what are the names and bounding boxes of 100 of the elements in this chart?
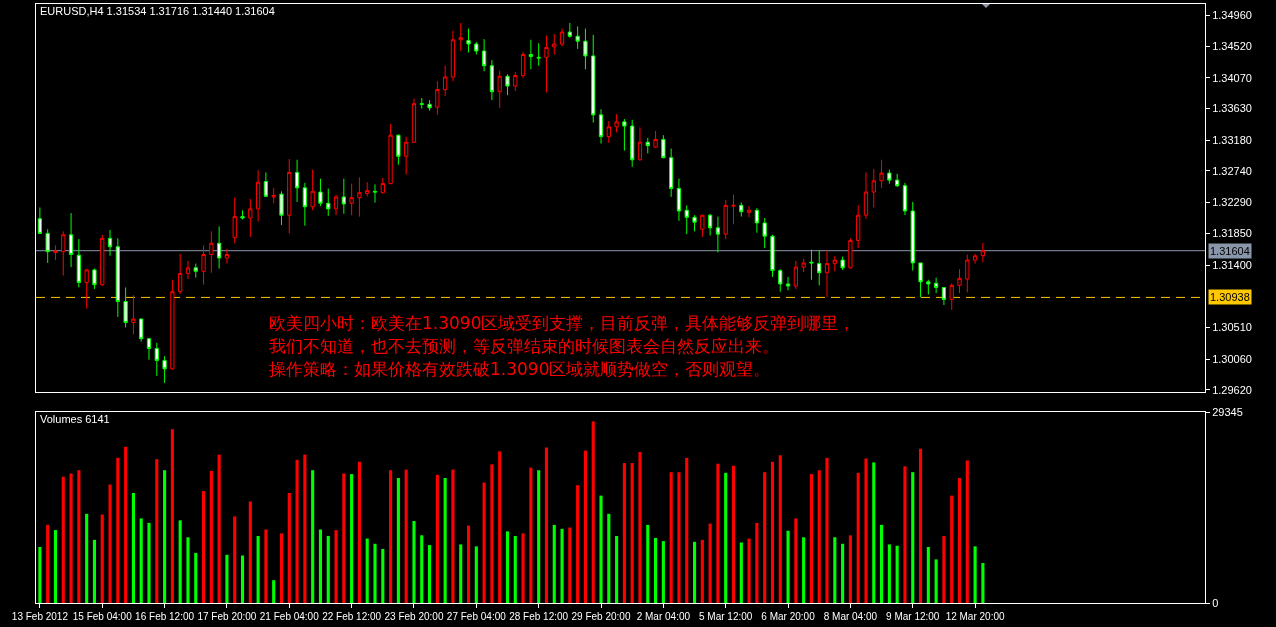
bar (202, 491, 206, 603)
bar (163, 470, 167, 603)
bar (708, 523, 712, 603)
bar (490, 464, 494, 603)
bar (856, 472, 860, 603)
bar (209, 470, 213, 603)
bar (926, 547, 930, 603)
bar (396, 478, 400, 603)
bar (630, 463, 634, 603)
x-tick-label: 21 Feb 04:00 (259, 611, 320, 622)
bar (326, 535, 330, 603)
bar (521, 533, 525, 603)
bar (638, 452, 642, 603)
bar (373, 543, 377, 603)
y-tick-label: 0 (1212, 596, 1219, 609)
bar (615, 535, 619, 603)
bar (139, 518, 143, 603)
chart-title: Volumes 6141 (40, 412, 110, 425)
bar (833, 537, 837, 603)
bar (692, 541, 697, 603)
bar (537, 470, 541, 603)
bar (459, 544, 463, 603)
bar (981, 563, 985, 603)
x-tick-label: 12 Mar 20:00 (945, 611, 1005, 622)
bar (739, 542, 743, 603)
bar (61, 476, 65, 603)
bar (825, 457, 829, 603)
bar (685, 457, 689, 603)
bar (887, 544, 891, 603)
bar (69, 473, 73, 603)
bar (809, 474, 813, 603)
bar (591, 421, 595, 603)
bar (147, 522, 151, 603)
bar (498, 451, 502, 603)
bar (747, 538, 751, 603)
bar (287, 493, 291, 603)
bar (755, 522, 759, 603)
x-tick-label: 16 Feb 12:00 (135, 611, 195, 622)
bar (428, 545, 432, 603)
bar (513, 535, 517, 603)
bar (599, 495, 603, 603)
bar (794, 518, 798, 603)
bar (552, 524, 556, 603)
bar (669, 472, 673, 603)
bar (677, 472, 681, 603)
bar (895, 545, 899, 603)
x-tick-label: 17 Feb 20:00 (197, 611, 257, 622)
bar (786, 530, 790, 603)
bar (311, 470, 315, 603)
bar (568, 527, 572, 603)
bar (466, 525, 471, 603)
x-tick-label: 6 Mar 20:00 (761, 611, 816, 622)
bar (124, 446, 128, 603)
bar (240, 555, 245, 603)
bar (256, 535, 260, 603)
bar (85, 513, 89, 603)
bar (763, 472, 767, 603)
bar (911, 472, 915, 603)
bar (116, 457, 120, 603)
bar (872, 462, 876, 603)
bar (404, 469, 408, 603)
x-tick-label: 9 Mar 12:00 (886, 611, 940, 622)
bar (451, 469, 455, 603)
x-tick-label: 13 Feb 2012 (11, 611, 69, 622)
bar (654, 537, 658, 603)
x-tick-label: 2 Mar 04:00 (636, 611, 691, 622)
y-tick-label: 29345 (1212, 405, 1243, 418)
bar (607, 513, 611, 603)
bar (217, 454, 221, 603)
bar (100, 514, 104, 603)
bar (155, 459, 159, 603)
bar (92, 539, 97, 603)
bar (957, 478, 962, 603)
bar (646, 524, 650, 603)
bar (272, 580, 276, 603)
bar (108, 484, 112, 603)
bar (233, 516, 237, 603)
bar (350, 474, 354, 603)
bar (318, 529, 323, 603)
bar (435, 474, 439, 603)
bar (544, 447, 549, 603)
x-tick-label: 29 Feb 20:00 (571, 611, 631, 622)
bar (474, 546, 478, 603)
bar (357, 461, 361, 603)
bar (53, 530, 58, 603)
bar (420, 535, 424, 603)
bar (412, 520, 416, 603)
bar (279, 533, 284, 603)
bar (248, 501, 252, 603)
bar (365, 538, 369, 603)
bar (802, 537, 806, 603)
bar (38, 547, 42, 603)
bar (560, 528, 564, 603)
x-tick-label: 28 Feb 12:00 (509, 611, 569, 622)
bar (576, 485, 580, 603)
bar (264, 529, 268, 603)
bar (973, 546, 977, 603)
bar (622, 463, 626, 603)
bar (778, 455, 782, 603)
x-tick-label: 23 Feb 20:00 (384, 611, 444, 622)
